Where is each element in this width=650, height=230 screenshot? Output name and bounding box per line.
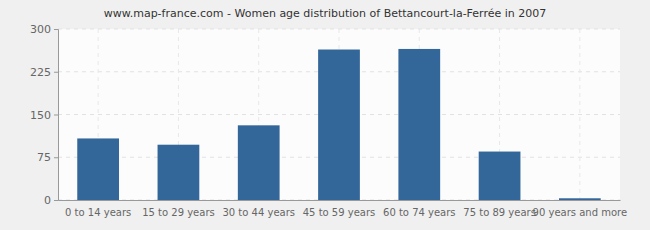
chart: www.map-france.com - Women age distribut… [0,0,650,230]
y-tick-mark [54,72,58,73]
x-tick-label: 75 to 89 years [463,207,536,218]
y-tick: 225 [30,66,58,79]
x-tick: 30 to 44 years [222,200,295,218]
y-tick-label: 150 [30,109,51,122]
x-tick: 15 to 29 years [142,200,215,218]
x-tick: 0 to 14 years [65,200,131,218]
title: www.map-france.com - Women age distribut… [104,7,547,20]
grid [58,29,620,200]
y-tick-label: 0 [44,194,51,207]
x-tick: 60 to 74 years [383,200,456,218]
x-tick: 45 to 59 years [303,200,376,218]
x-tick-label: 45 to 59 years [303,207,376,218]
y-tick: 150 [30,109,58,122]
plot-area [58,29,620,200]
x-tick-label: 90 years and more [533,207,628,218]
bar [77,138,119,200]
bar [398,49,440,200]
y-axis: 0 75 150 225 300 [30,23,59,207]
x-axis: 0 to 14 years 15 to 29 years 30 to 44 year… [59,200,628,218]
grid-line-x [579,29,580,200]
y-tick: 0 [44,194,58,207]
y-tick-label: 75 [37,151,51,164]
bar [318,50,360,200]
y-tick: 75 [37,151,58,164]
plot: 0 75 150 225 300 0 to 14 years 15 to 29 years 3… [30,23,627,218]
x-tick-label: 30 to 44 years [222,207,295,218]
y-tick-mark [54,157,58,158]
y-tick-mark [54,200,58,201]
y-tick-mark [54,29,58,30]
background [0,0,650,230]
x-tick-label: 15 to 29 years [142,207,215,218]
x-tick: 75 to 89 years [463,200,536,218]
bar [158,145,200,200]
x-tick: 90 years and more [533,200,628,218]
bar [559,198,601,200]
x-tick-label: 0 to 14 years [65,207,131,218]
y-tick: 300 [30,23,58,36]
bars [77,49,600,200]
y-tick-label: 225 [30,66,51,79]
bar [238,125,280,200]
y-tick-mark [54,115,58,116]
x-tick-label: 60 to 74 years [383,207,456,218]
bar [479,152,521,200]
y-tick-label: 300 [30,23,51,36]
x-axis-line [59,200,621,201]
y-axis-line [54,30,59,201]
